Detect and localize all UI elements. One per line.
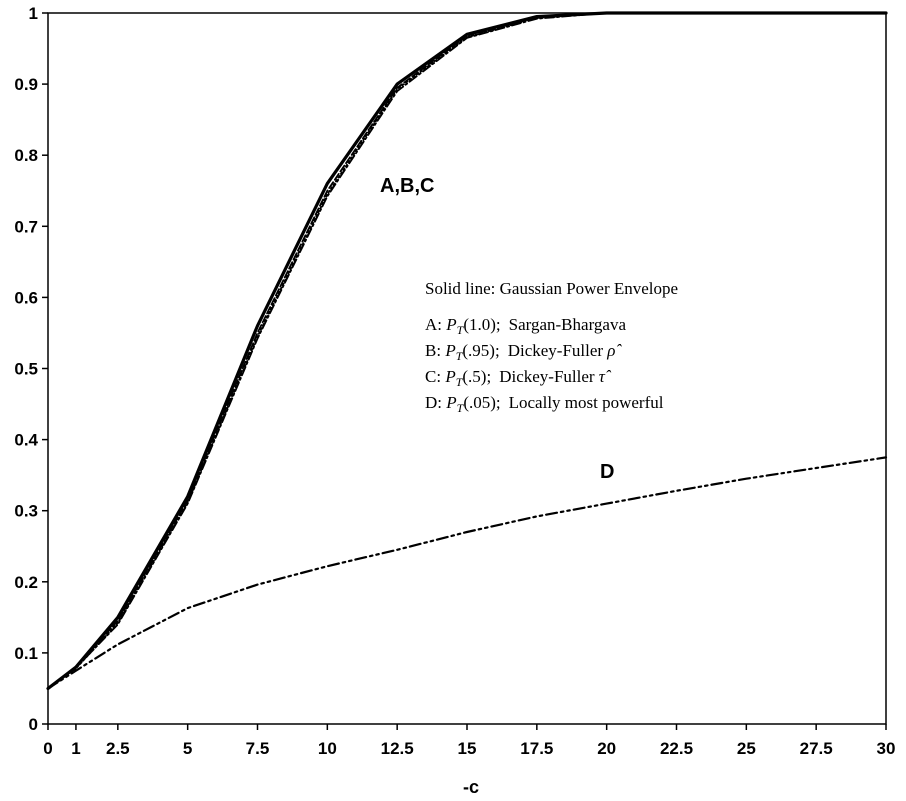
legend-header: Solid line: Gaussian Power Envelope — [425, 279, 678, 298]
x-tick-label: 10 — [318, 739, 337, 758]
legend-c-stat: P — [444, 367, 455, 386]
legend-entry-a: A: PT(1.0); Sargan-Bhargava — [425, 315, 626, 337]
y-tick-label: 0.9 — [14, 75, 38, 94]
series-line-d — [46, 456, 888, 690]
x-tick-label: 17.5 — [520, 739, 553, 758]
legend-entry-b: B: PT(.95); Dickey-Fuller ρ̂ — [425, 341, 622, 363]
y-axis-ticks: 0 0.1 0.2 0.3 0.4 0.5 0.6 0.7 0.8 0.9 1 — [14, 4, 48, 734]
y-tick-label: 0 — [29, 715, 38, 734]
x-axis-label: -c — [463, 777, 479, 797]
legend: Solid line: Gaussian Power Envelope A: P… — [425, 279, 678, 415]
legend-entry-c: C: PT(.5); Dickey-Fuller τ̂ — [425, 367, 612, 389]
y-tick-label: 0.5 — [14, 360, 38, 379]
legend-c-prefix: C: — [425, 367, 445, 386]
legend-b-prefix: B: — [425, 341, 445, 360]
legend-b-sub: T — [456, 349, 464, 363]
y-tick-label: 0.2 — [14, 573, 38, 592]
x-tick-label: 20 — [597, 739, 616, 758]
y-tick-label: 0.1 — [14, 644, 38, 663]
legend-d-arg: (.05); — [463, 393, 500, 412]
legend-c-symbol: τ̂ — [599, 367, 612, 386]
legend-b-desc: Dickey-Fuller — [508, 341, 608, 360]
y-tick-label: 0.7 — [14, 217, 38, 236]
x-tick-label: 12.5 — [381, 739, 414, 758]
x-tick-label: 2.5 — [106, 739, 130, 758]
series-line-c — [47, 12, 887, 690]
legend-b-stat: P — [444, 341, 455, 360]
legend-d-prefix: D: — [425, 393, 446, 412]
legend-c-desc: Dickey-Fuller — [499, 367, 599, 386]
legend-a-prefix: A: — [425, 315, 446, 334]
y-tick-label: 0.8 — [14, 146, 38, 165]
legend-c-arg: (.5); — [462, 367, 491, 386]
legend-d-stat: P — [445, 393, 456, 412]
legend-b-symbol: ρ̂ — [606, 341, 622, 360]
x-tick-label: 27.5 — [800, 739, 833, 758]
legend-a-arg: (1.0); — [463, 315, 500, 334]
y-tick-label: 0.3 — [14, 502, 38, 521]
x-tick-label: 5 — [183, 739, 192, 758]
x-tick-label: 0 — [43, 739, 52, 758]
legend-d-desc: Locally most powerful — [509, 393, 664, 412]
x-axis-ticks: 0 1 2.5 5 7.5 10 12.5 15 17.5 20 22.5 25 27.5 30 — [43, 724, 895, 758]
y-tick-label: 1 — [29, 4, 38, 23]
legend-b-arg: (.95); — [462, 341, 499, 360]
series-lines — [46, 11, 888, 691]
x-tick-label: 15 — [458, 739, 477, 758]
legend-a-desc: Sargan-Bhargava — [509, 315, 627, 334]
x-tick-label: 30 — [877, 739, 896, 758]
legend-a-stat: P — [445, 315, 456, 334]
x-tick-label: 7.5 — [246, 739, 270, 758]
y-tick-label: 0.4 — [14, 431, 38, 450]
legend-entry-d: D: PT(.05); Locally most powerful — [425, 393, 664, 415]
x-tick-label: 1 — [71, 739, 80, 758]
x-tick-label: 25 — [737, 739, 756, 758]
d-curve-label: D — [600, 461, 614, 483]
legend-c-sub: T — [456, 375, 464, 389]
x-tick-label: 22.5 — [660, 739, 693, 758]
abc-curve-label: A,B,C — [380, 175, 434, 197]
legend-d-sub: T — [457, 401, 465, 415]
legend-a-sub: T — [457, 323, 465, 337]
series-line-a — [47, 12, 887, 690]
y-tick-label: 0.6 — [14, 288, 38, 307]
